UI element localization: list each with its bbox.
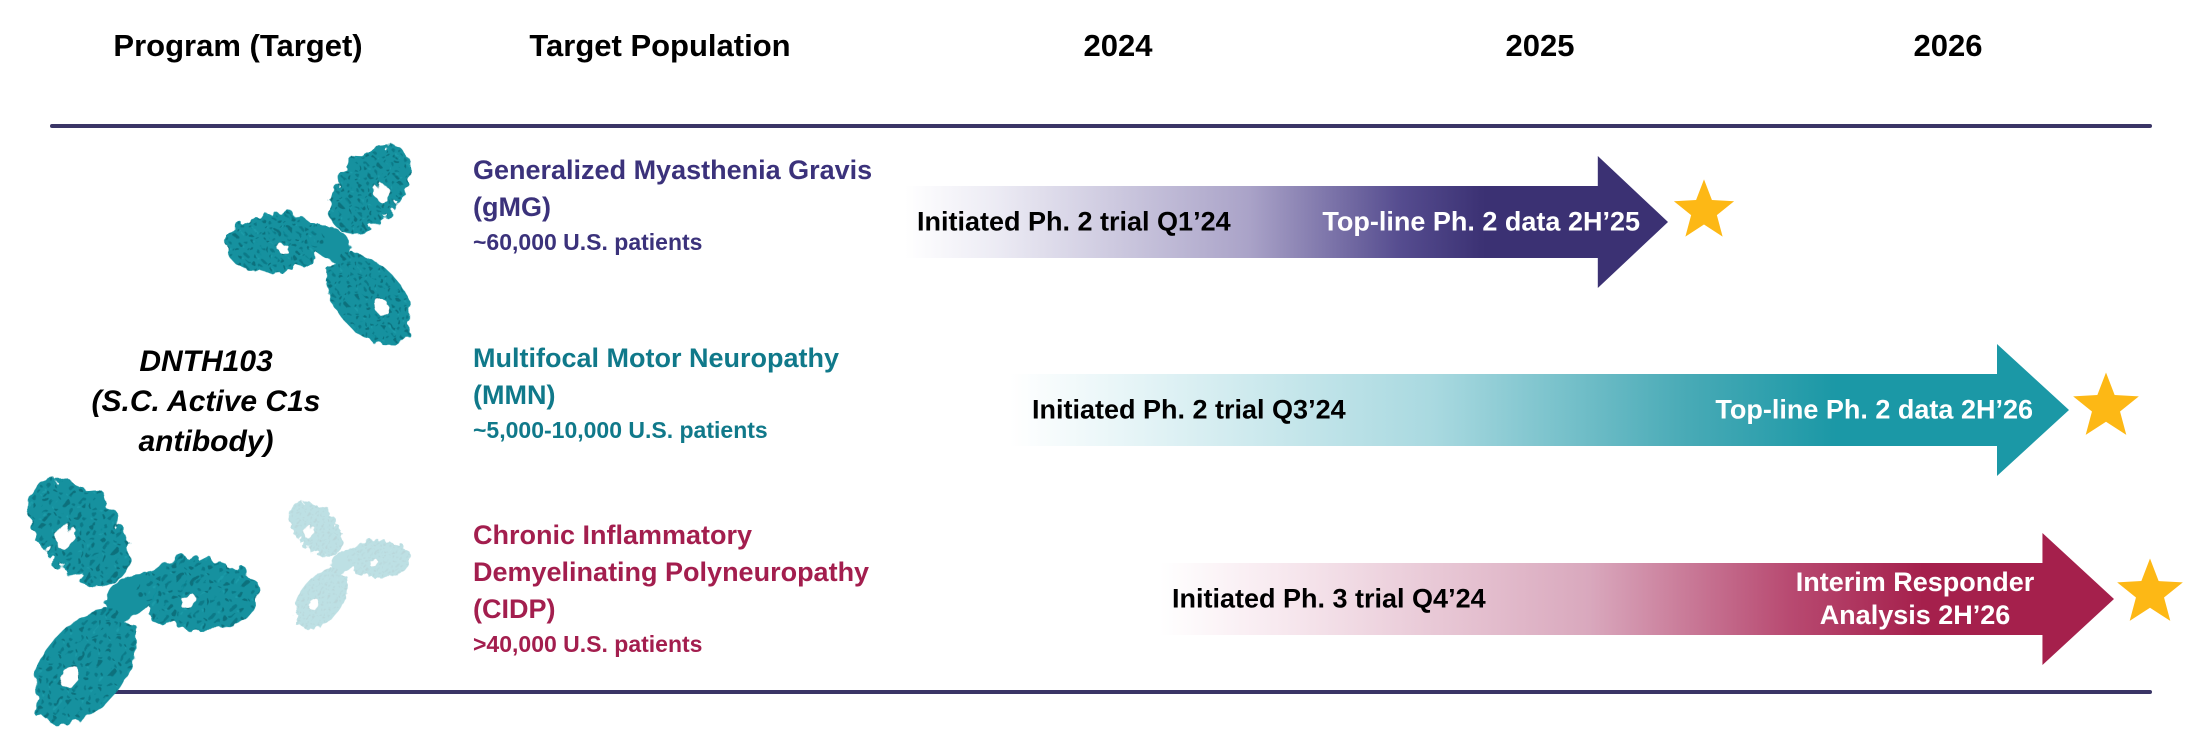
top-divider-line	[50, 124, 2152, 128]
milestone-star-icon	[1671, 178, 1737, 244]
program-name-label: DNTH103 (S.C. Active C1s antibody)	[45, 342, 367, 462]
milestone-end-label: Interim Responder Analysis 2H’26	[1795, 567, 2035, 630]
year-header-2024: 2024	[1083, 28, 1153, 63]
disease-name: Generalized Myasthenia Gravis (gMG)	[473, 155, 873, 222]
antibody-molecule-ghost-icon	[272, 479, 420, 636]
patient-count: >40,000 U.S. patients	[473, 631, 703, 657]
timeline-arrow-cidp: Initiated Ph. 3 trial Q4’24 Interim Resp…	[1160, 533, 2114, 665]
indication-mmn: Multifocal Motor Neuropathy (MMN) ~5,000…	[473, 340, 881, 445]
patient-count: ~60,000 U.S. patients	[473, 229, 703, 255]
milestone-start-label: Initiated Ph. 2 trial Q3’24	[1032, 394, 1346, 425]
bottom-divider-line	[50, 690, 2152, 694]
milestone-star-icon	[2114, 557, 2186, 629]
patient-count: ~5,000-10,000 U.S. patients	[473, 417, 768, 443]
milestone-star-icon	[2070, 371, 2142, 443]
timeline-arrow-mmn: Initiated Ph. 2 trial Q3’24 Top-line Ph.…	[1010, 344, 2069, 476]
program-description: (S.C. Active C1s antibody)	[91, 385, 321, 458]
year-header-2025: 2025	[1505, 28, 1575, 63]
milestone-start-label: Initiated Ph. 2 trial Q1’24	[917, 206, 1231, 237]
indication-gmg: Generalized Myasthenia Gravis (gMG) ~60,…	[473, 152, 881, 257]
program-name: DNTH103	[139, 345, 273, 378]
population-column-header: Target Population	[529, 28, 791, 63]
milestone-start-label: Initiated Ph. 3 trial Q4’24	[1172, 583, 1486, 614]
indication-cidp: Chronic Inflammatory Demyelinating Polyn…	[473, 517, 881, 659]
disease-name: Multifocal Motor Neuropathy (MMN)	[473, 343, 839, 410]
antibody-molecule-icon	[216, 129, 435, 346]
timeline-arrow-gmg: Initiated Ph. 2 trial Q1’24 Top-line Ph.…	[905, 156, 1668, 288]
program-column-header: Program (Target)	[113, 28, 363, 63]
milestone-end-label: Top-line Ph. 2 data 2H’25	[1322, 206, 1640, 237]
milestone-end-label: Top-line Ph. 2 data 2H’26	[1715, 394, 2033, 425]
year-header-2026: 2026	[1913, 28, 1983, 63]
disease-name: Chronic Inflammatory Demyelinating Polyn…	[473, 520, 870, 624]
